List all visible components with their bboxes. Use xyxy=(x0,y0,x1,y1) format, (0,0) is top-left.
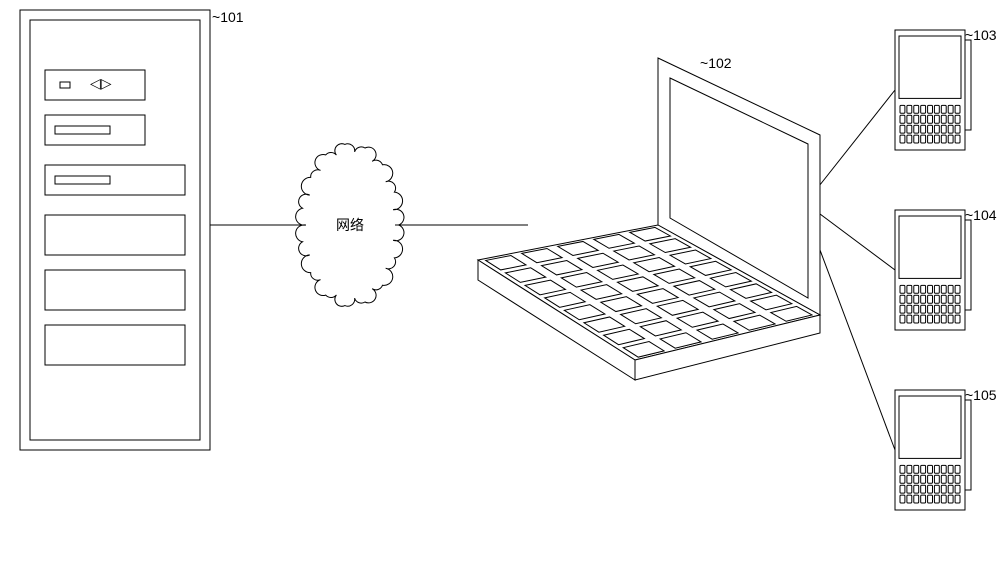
laptop-icon xyxy=(478,58,820,380)
server-label: ~101 xyxy=(212,9,244,25)
pda-label: ~105 xyxy=(965,387,997,403)
svg-text:◁▷: ◁▷ xyxy=(90,75,112,91)
pda-icon xyxy=(895,390,971,510)
server-icon: ◁▷ xyxy=(20,10,210,450)
pda-label: ~104 xyxy=(965,207,997,223)
svg-text:网络: 网络 xyxy=(336,217,364,233)
laptop-label: ~102 xyxy=(700,55,732,71)
pda-label: ~103 xyxy=(965,27,997,43)
pda-icon xyxy=(895,30,971,150)
cloud-icon: 网络 xyxy=(296,144,404,307)
pda-icon xyxy=(895,210,971,330)
